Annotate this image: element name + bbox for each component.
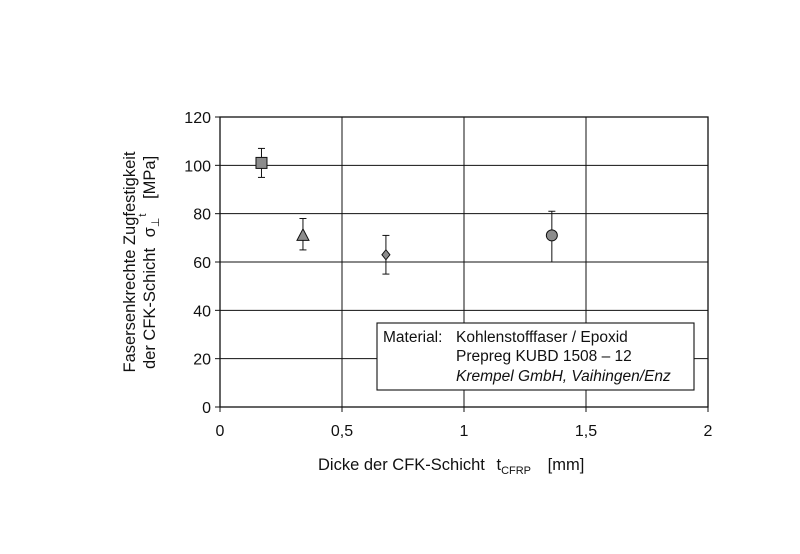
y-tick-label: 120 — [184, 110, 211, 127]
circle-marker — [545, 229, 558, 242]
y-axis-label-line2: der CFK-Schicht σ⊥t [MPa] — [132, 156, 162, 369]
y-axis-unit: [MPa] — [141, 156, 159, 199]
y-axis-label-line2-text: der CFK-Schicht — [141, 248, 159, 369]
legend-line-1: Kohlenstofffaser / Epoxid — [456, 329, 628, 346]
data-point-diamond — [381, 234, 391, 275]
y-axis-label-line1: Fasersenkrechte Zugfestigkeit — [121, 151, 139, 372]
legend: Material: Kohlenstofffaser / Epoxid Prep… — [376, 322, 695, 391]
data-point-square — [255, 147, 268, 178]
x-tick-label: 2 — [704, 423, 713, 440]
legend-box — [376, 322, 695, 391]
tick-labels: 0 20 40 60 80 100 120 0 0,5 1 1,5 2 — [184, 110, 712, 440]
y-axis-symbol-superscript: t — [137, 214, 149, 217]
y-tick-label: 20 — [193, 352, 211, 369]
y-axis-symbol: σ — [141, 227, 159, 237]
x-tick-label: 0 — [216, 423, 225, 440]
data-points — [255, 147, 558, 275]
y-tick-label: 100 — [184, 158, 211, 175]
triangle-marker — [296, 227, 310, 241]
x-axis-label: Dicke der CFK-Schicht tCFRP [mm] — [318, 456, 584, 478]
x-tick-label: 1,5 — [575, 423, 597, 440]
legend-line-3: Krempel GmbH, Vaihingen/Enz — [456, 368, 671, 385]
diamond-marker — [381, 248, 391, 261]
legend-line-2: Prepreg KUBD 1508 – 12 — [456, 348, 632, 365]
y-tick-label: 40 — [193, 303, 211, 320]
y-axis-symbol-subscript: ⊥ — [150, 218, 162, 228]
x-tick-label: 0,5 — [331, 423, 353, 440]
y-tick-label: 80 — [193, 207, 211, 224]
data-point-triangle — [296, 218, 310, 251]
x-axis-label-text: Dicke der CFK-Schicht — [318, 456, 485, 474]
data-point-circle — [545, 210, 558, 263]
legend-material-label: Material: — [383, 329, 442, 346]
y-tick-label: 0 — [202, 400, 211, 417]
x-axis-symbol: t — [496, 456, 501, 474]
x-axis-unit: [mm] — [548, 456, 585, 474]
x-axis-symbol-subscript: CFRP — [501, 465, 531, 477]
square-marker — [255, 156, 268, 169]
y-tick-label: 60 — [193, 255, 211, 272]
y-axis-label: Fasersenkrechte Zugfestigkeit der CFK-Sc… — [121, 151, 162, 372]
x-tick-label: 1 — [460, 423, 469, 440]
